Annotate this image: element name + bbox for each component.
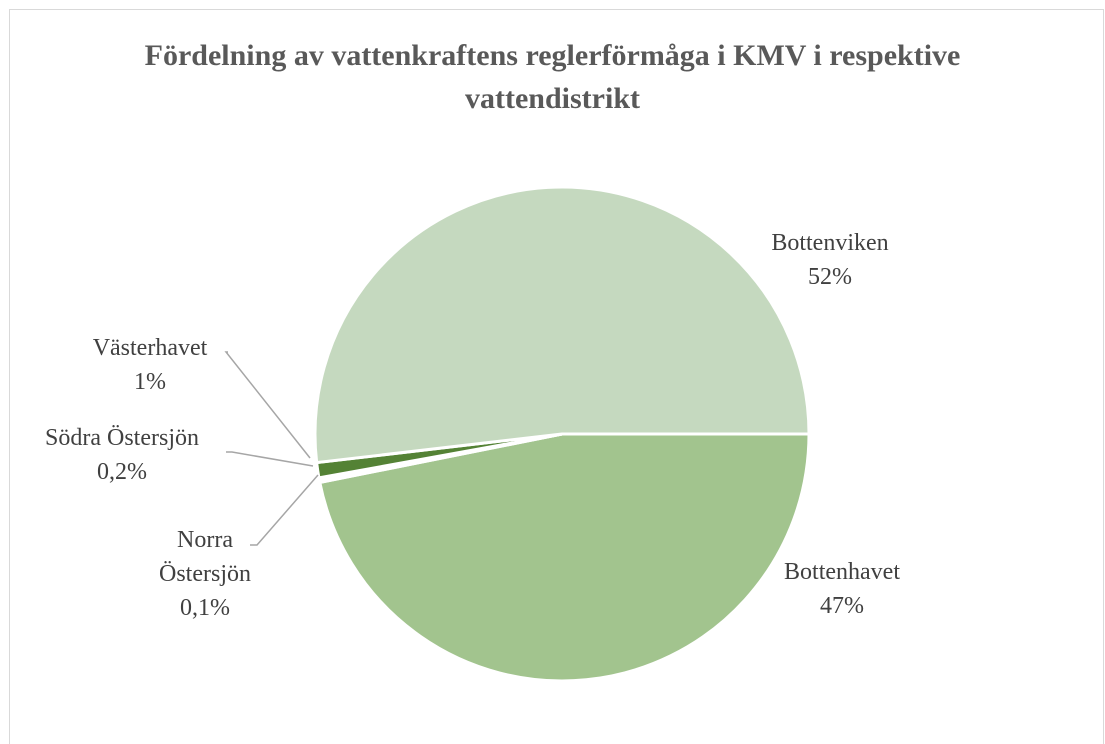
leader-line [250, 474, 319, 546]
data-label: Västerhavet 1% [30, 331, 270, 399]
value-label: 0,2% [97, 459, 147, 485]
category-label: Västerhavet [92, 335, 208, 361]
slices [313, 185, 811, 683]
chart-border [9, 9, 1104, 744]
leader-line [226, 451, 314, 467]
data-label: Bottenviken 52% [710, 226, 950, 294]
value-label: 47% [820, 593, 864, 619]
data-label: Bottenhavet 47% [722, 555, 962, 623]
value-label: 1% [134, 369, 166, 395]
data-label: Södra Östersjön 0,2% [2, 421, 242, 489]
category-label: Södra Östersjön [45, 425, 199, 451]
category-label: Norra Östersjön [159, 527, 251, 587]
value-label: 52% [808, 264, 852, 290]
slice [318, 432, 811, 683]
value-label: 0,1% [180, 595, 230, 621]
leader-line [224, 351, 311, 459]
category-label: Bottenviken [771, 230, 889, 256]
chart-title: Fördelning av vattenkraftens reglerförmå… [144, 39, 961, 115]
slice [313, 185, 811, 465]
data-label: Norra Östersjön 0,1% [145, 523, 265, 625]
category-label: Bottenhavet [784, 559, 900, 585]
